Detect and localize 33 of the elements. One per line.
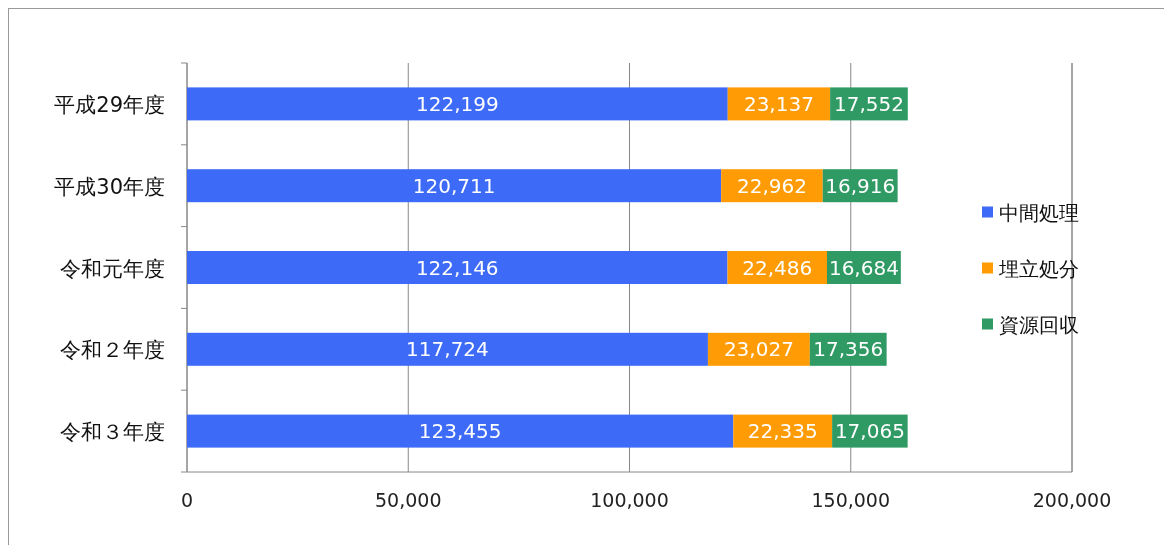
data-label: 17,065 xyxy=(834,419,905,444)
y-tick-label: 令和２年度 xyxy=(60,338,165,363)
data-label: 122,199 xyxy=(416,91,499,116)
bar xyxy=(187,332,708,366)
y-tick-label: 平成30年度 xyxy=(54,174,165,199)
legend-label: 埋立処分 xyxy=(998,256,1079,281)
legend-label: 中間処理 xyxy=(999,200,1079,225)
legend-label: 資源回収 xyxy=(999,312,1079,337)
data-label: 16,684 xyxy=(828,255,899,280)
data-label: 23,137 xyxy=(743,91,814,116)
data-label: 122,146 xyxy=(415,255,499,280)
data-label: 22,486 xyxy=(742,255,813,280)
data-label: 23,027 xyxy=(723,337,794,362)
x-tick-label: 150,000 xyxy=(811,489,891,511)
y-tick-label: 令和３年度 xyxy=(60,420,165,445)
data-label: 120,711 xyxy=(412,173,496,198)
x-tick-label: 50,000 xyxy=(375,489,442,511)
y-tick-label: 平成29年度 xyxy=(54,92,165,117)
data-label: 22,962 xyxy=(736,173,807,198)
bar xyxy=(187,169,722,203)
x-tick-label: 200,000 xyxy=(1032,489,1112,511)
data-label: 17,356 xyxy=(813,337,884,362)
data-label: 123,455 xyxy=(418,419,502,444)
bar xyxy=(187,414,734,448)
x-tick-label: 0 xyxy=(180,489,194,511)
x-tick-label: 100,000 xyxy=(590,489,669,511)
y-tick-label: 令和元年度 xyxy=(60,256,165,281)
bar xyxy=(187,251,728,284)
data-label: 117,724 xyxy=(406,337,489,362)
data-label: 16,916 xyxy=(825,173,896,198)
bar xyxy=(187,87,728,121)
data-label: 17,552 xyxy=(833,91,904,116)
data-label: 22,335 xyxy=(747,419,818,444)
